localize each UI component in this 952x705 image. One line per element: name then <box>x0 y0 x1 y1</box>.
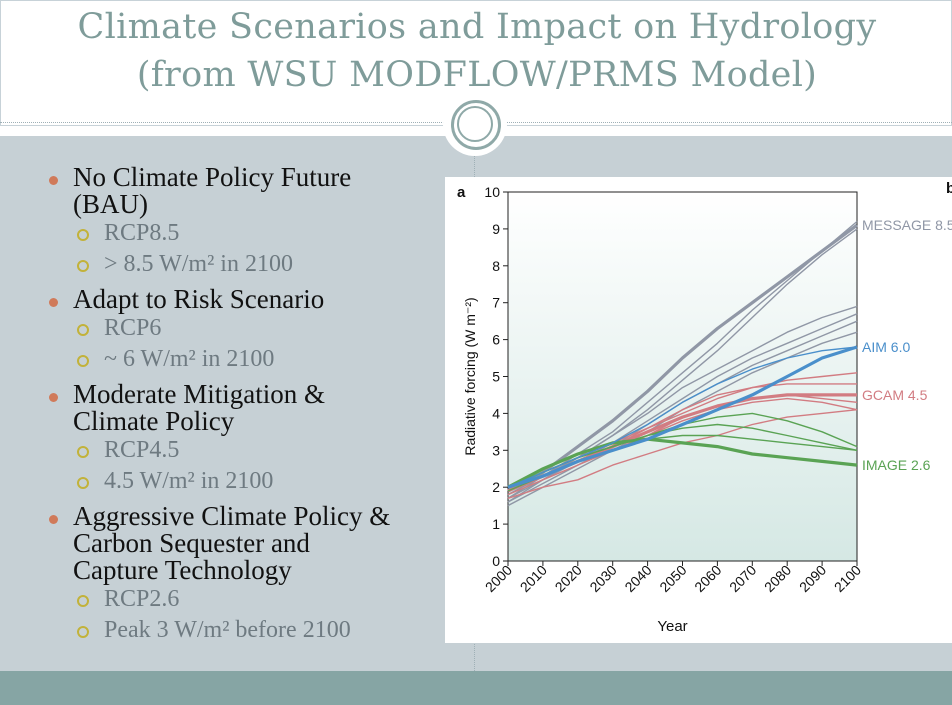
sub-bullet-text: ~ 6 W/m² in 2100 <box>104 346 275 372</box>
hollow-circle-bullet-icon <box>77 477 89 489</box>
bullet-text: Climate Policy <box>73 406 235 436</box>
hollow-circle-bullet-icon <box>77 229 89 241</box>
bullet-item: Adapt to Risk Scenario <box>44 286 444 313</box>
bullet-item: Aggressive Climate Policy & Carbon Seques… <box>44 503 444 584</box>
chart-panel: MESSAGE 8.5 GCAM 4.5 IMAGE 2.6 AIM 6.0 0 1 2 3… <box>445 177 952 643</box>
sub-bullet-text: RCP6 <box>104 315 162 341</box>
sub-bullet-item: > 8.5 W/m² in 2100 <box>44 249 444 280</box>
bullet-item: No Climate Policy Future (BAU) <box>44 164 444 218</box>
panel-label-b: b <box>946 180 952 197</box>
series-label-message: MESSAGE 8.5 <box>862 217 952 233</box>
series-line-image-main <box>507 437 858 489</box>
bullet-list: No Climate Policy Future (BAU) RCP8.5 > 8.5… <box>44 164 444 646</box>
series-label-aim: AIM 6.0 <box>862 339 910 355</box>
bullet-dot-icon <box>49 176 58 185</box>
hollow-circle-bullet-icon <box>77 260 89 272</box>
series-label-gcam: GCAM 4.5 <box>862 387 928 403</box>
slide-title-line-1: Climate Scenarios and Impact on Hydrolog… <box>77 7 877 47</box>
bullet-item: Moderate Mitigation & Climate Policy <box>44 381 444 435</box>
sub-bullet-item: 4.5 W/m² in 2100 <box>44 466 444 497</box>
forcing-chart: MESSAGE 8.5 GCAM 4.5 IMAGE 2.6 AIM 6.0 0 1 2 3… <box>457 180 952 635</box>
bullet-text: (BAU) <box>73 189 148 219</box>
bullet-text: Aggressive Climate Policy & <box>73 501 391 531</box>
hollow-circle-bullet-icon <box>77 595 89 607</box>
series-label-image: IMAGE 2.6 <box>862 457 931 473</box>
bullet-dot-icon <box>49 515 58 524</box>
plot-area <box>507 191 858 562</box>
hollow-circle-bullet-icon <box>77 355 89 367</box>
sub-bullet-item: RCP4.5 <box>44 435 444 466</box>
x-tick-label: 2040 <box>621 562 654 595</box>
x-tick-label: 2050 <box>656 562 689 595</box>
y-tick-label: 0 <box>492 553 500 569</box>
x-tick-label: 2060 <box>691 562 724 595</box>
sub-bullet-item: Peak 3 W/m² before 2100 <box>44 615 444 646</box>
hollow-circle-bullet-icon <box>77 446 89 458</box>
bullet-dot-icon <box>49 393 58 402</box>
bullet-text: Carbon Sequester and <box>73 528 310 558</box>
footer-bar <box>0 671 952 705</box>
x-axis-label: Year <box>657 618 687 635</box>
x-tick-label: 2100 <box>831 562 864 595</box>
y-tick-label: 1 <box>492 516 500 532</box>
slide-title-line-2: (from WSU MODFLOW/PRMS Model) <box>136 55 818 95</box>
sub-bullet-text: 4.5 W/m² in 2100 <box>104 468 274 494</box>
y-tick-label: 10 <box>484 184 500 200</box>
hollow-circle-bullet-icon <box>77 324 89 336</box>
sub-bullet-text: RCP2.6 <box>104 586 180 612</box>
series-line-message-main <box>507 223 858 493</box>
bullet-text: Moderate Mitigation & <box>73 379 325 409</box>
sub-bullet-item: RCP2.6 <box>44 584 444 615</box>
y-tick-label: 7 <box>492 295 500 311</box>
bullet-text: Capture Technology <box>73 555 292 585</box>
sub-bullet-item: RCP6 <box>44 313 444 344</box>
x-tick-label: 2000 <box>482 562 515 595</box>
y-tick-label: 3 <box>492 442 500 458</box>
sub-bullet-text: RCP4.5 <box>104 437 180 463</box>
sub-bullet-item: ~ 6 W/m² in 2100 <box>44 344 444 375</box>
slide-title: Climate Scenarios and Impact on Hydrolog… <box>1 3 952 99</box>
circle-ornament-icon <box>443 92 507 156</box>
y-tick-label: 9 <box>492 221 500 237</box>
y-tick-label: 8 <box>492 258 500 274</box>
y-axis-label: Radiative forcing (W m⁻²) <box>462 297 478 455</box>
sub-bullet-item: RCP8.5 <box>44 218 444 249</box>
y-tick-label: 2 <box>492 479 500 495</box>
y-tick-label: 4 <box>492 405 500 421</box>
x-tick-label: 2070 <box>726 562 759 595</box>
series-line-message-3 <box>507 305 858 496</box>
hollow-circle-bullet-icon <box>77 626 89 638</box>
x-tick-label: 2020 <box>552 562 585 595</box>
series-line-message-1 <box>507 220 858 499</box>
sub-bullet-text: RCP8.5 <box>104 220 180 246</box>
series-line-aim-main <box>507 345 858 489</box>
bullet-dot-icon <box>49 298 58 307</box>
y-tick-label: 6 <box>492 332 500 348</box>
bullet-text: Adapt to Risk Scenario <box>73 284 325 314</box>
bullet-text: No Climate Policy Future <box>73 162 352 192</box>
sub-bullet-text: > 8.5 W/m² in 2100 <box>104 251 293 277</box>
x-tick-label: 2090 <box>796 562 829 595</box>
x-tick-label: 2030 <box>586 562 619 595</box>
y-tick-label: 5 <box>492 369 500 385</box>
x-tick-label: 2010 <box>517 562 550 595</box>
sub-bullet-text: Peak 3 W/m² before 2100 <box>104 617 351 643</box>
x-tick-label: 2080 <box>761 562 794 595</box>
series-line-aim-8 <box>507 346 858 488</box>
panel-label-a: a <box>457 184 466 201</box>
